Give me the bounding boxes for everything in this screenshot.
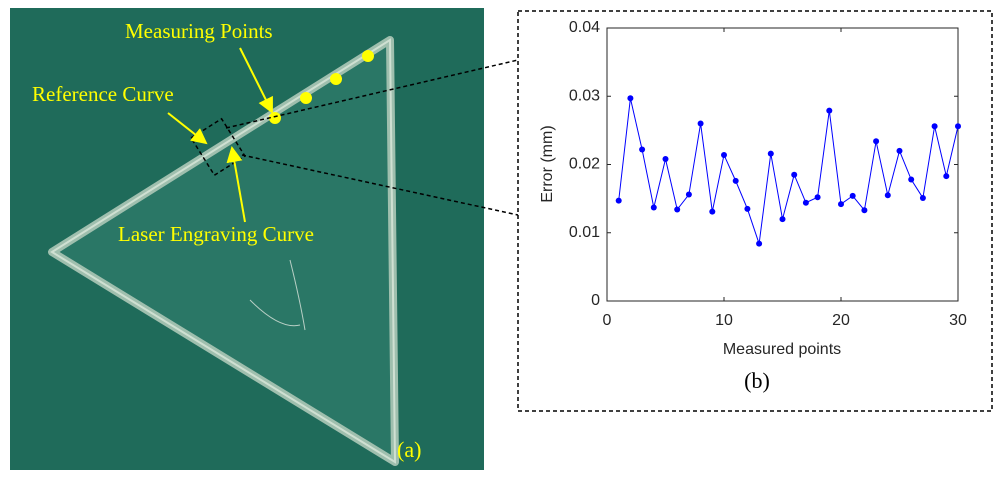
data-point [627,95,634,102]
data-point [814,194,821,201]
data-point [650,204,657,211]
measuring-point [362,50,374,62]
x-axis-label: Measured points [723,341,841,358]
data-point [721,151,727,158]
annotation: Reference Curve [32,82,174,106]
data-point [615,197,622,204]
data-point [732,177,739,184]
measuring-point [269,112,281,124]
y-tick-label: 0 [591,292,600,309]
zoom-frame [517,10,993,412]
annotation: Measuring Points [125,19,273,43]
data-point [709,208,716,215]
y-tick-label: 0.03 [569,87,600,104]
data-point [662,156,669,163]
zoom-line [225,59,519,129]
panel-label: (a) [397,437,421,462]
arrow [226,146,246,223]
plot-area [606,27,959,302]
arrow [167,112,208,145]
data-point [685,191,692,198]
arrow [239,47,273,114]
zoom-line [241,154,519,216]
panel-label: (b) [744,368,770,393]
data-point [697,120,704,127]
data-point [674,206,681,213]
data-point [756,240,763,247]
scratch [249,259,306,331]
y-tick-label: 0.02 [569,156,600,173]
data-point [767,150,774,157]
x-tick-label: 30 [949,312,967,329]
data-point [908,176,915,183]
x-tick-label: 0 [603,312,612,329]
data-point [826,107,833,114]
data-point [931,123,938,130]
data-point [943,173,950,180]
y-axis-label: Error (mm) [539,125,556,202]
data-point [896,147,903,154]
data-point [744,205,751,212]
data-point [779,216,786,223]
data-point [873,138,880,145]
data-point [849,192,856,199]
x-tick-label: 20 [832,312,850,329]
series-line [618,98,959,244]
data-point [861,207,868,214]
data-point [884,192,891,199]
measuring-point [300,92,312,104]
data-point [791,171,798,178]
annotation: Laser Engraving Curve [118,222,314,246]
measuring-point [330,73,342,85]
engraving-curve [50,38,397,464]
y-tick-label: 0.01 [569,224,600,241]
data-point [838,201,844,208]
data-point [955,123,961,130]
y-tick-label: 0.04 [569,19,600,36]
x-tick-label: 10 [715,312,733,329]
data-point [639,146,646,153]
data-point [919,194,926,201]
data-point [802,199,809,206]
